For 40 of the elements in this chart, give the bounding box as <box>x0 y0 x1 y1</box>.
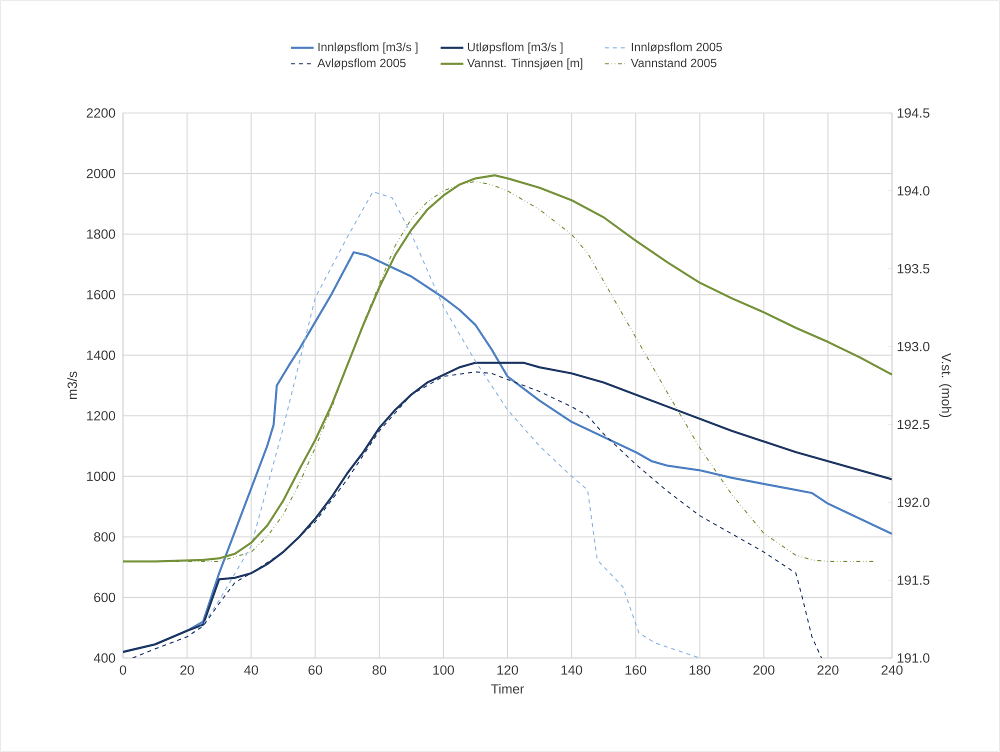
x-tick-label: 160 <box>626 665 646 675</box>
legend-label: Avløpsflom 2005 <box>317 58 406 70</box>
x-tick-label: 0 <box>120 665 126 675</box>
y2-tick-label: 191.0 <box>898 653 930 663</box>
y2-tick-label: 194.5 <box>898 108 930 118</box>
legend-label: Vannst. Tinnsjøen [m] <box>467 58 582 70</box>
x-tick-label: 120 <box>497 665 518 675</box>
y2-tick-label: 192.5 <box>898 420 930 430</box>
x-tick-label: 180 <box>690 665 710 675</box>
x-tick-label: 40 <box>244 665 258 675</box>
y-tick-label: 1000 <box>87 472 116 482</box>
y-tick-label: 1200 <box>87 411 116 420</box>
y2-axis-title: V.st. (moh) <box>939 353 952 418</box>
y-tick-label: 1600 <box>87 290 116 300</box>
y-tick-label: 600 <box>94 592 116 602</box>
x-tick-label: 200 <box>753 665 774 675</box>
x-tick-label: 140 <box>562 665 582 675</box>
y2-tick-label: 193.0 <box>898 342 930 352</box>
x-tick-label: 100 <box>433 665 454 675</box>
y2-tick-label: 194.0 <box>898 186 930 196</box>
x-tick-label: 80 <box>372 665 386 675</box>
x-axis-title: Timer <box>491 684 524 694</box>
y-tick-label: 2000 <box>86 168 116 178</box>
x-tick-label: 240 <box>882 665 903 675</box>
y2-tick-label: 193.5 <box>898 264 930 274</box>
legend-label: Innløpsflom [m3/s ] <box>318 42 418 54</box>
x-tick-label: 220 <box>818 665 838 675</box>
y-tick-label: 400 <box>94 653 116 663</box>
y-axis-title: m3/s <box>67 372 77 400</box>
legend-label: Vannstand 2005 <box>630 58 716 68</box>
y-tick-label: 1800 <box>87 229 116 239</box>
y-tick-label: 1400 <box>87 350 116 360</box>
y2-tick-label: 192.0 <box>898 498 930 507</box>
legend-label: Utløpsflom [m3/s ] <box>468 42 563 54</box>
x-tick-label: 20 <box>180 665 194 675</box>
x-tick-label: 60 <box>308 665 322 675</box>
y-tick-label: 800 <box>94 532 116 542</box>
legend-label: Innløpsflom 2005 <box>632 42 722 54</box>
y-tick-label: 2200 <box>86 108 116 118</box>
y2-tick-label: 191.5 <box>898 575 930 585</box>
